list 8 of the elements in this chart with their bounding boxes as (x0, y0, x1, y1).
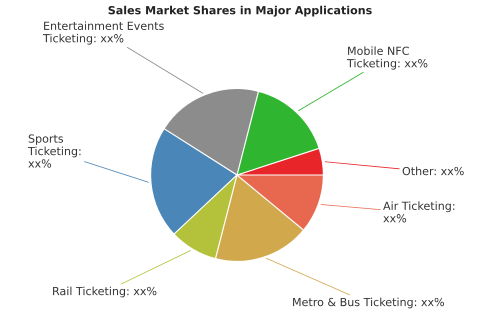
slice-label: Sports Ticketing: xx% (28, 134, 80, 168)
slice-label: Other: xx% (402, 166, 464, 176)
slice-label: Entertainment Events Ticketing: xx% (42, 21, 164, 45)
slice-label: Rail Ticketing: xx% (53, 286, 156, 298)
slice-label: Mobile NFC Ticketing: xx% (346, 46, 428, 70)
slice-label: Metro & Bus Ticketing: xx% (293, 298, 444, 308)
slice-label: Air Ticketing: xx% (383, 201, 454, 222)
chart-title: Sales Market Shares in Major Applications (108, 6, 372, 17)
